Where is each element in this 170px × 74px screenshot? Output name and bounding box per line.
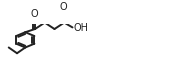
- Text: O: O: [59, 2, 67, 12]
- Text: O: O: [30, 9, 38, 19]
- Text: OH: OH: [73, 23, 89, 33]
